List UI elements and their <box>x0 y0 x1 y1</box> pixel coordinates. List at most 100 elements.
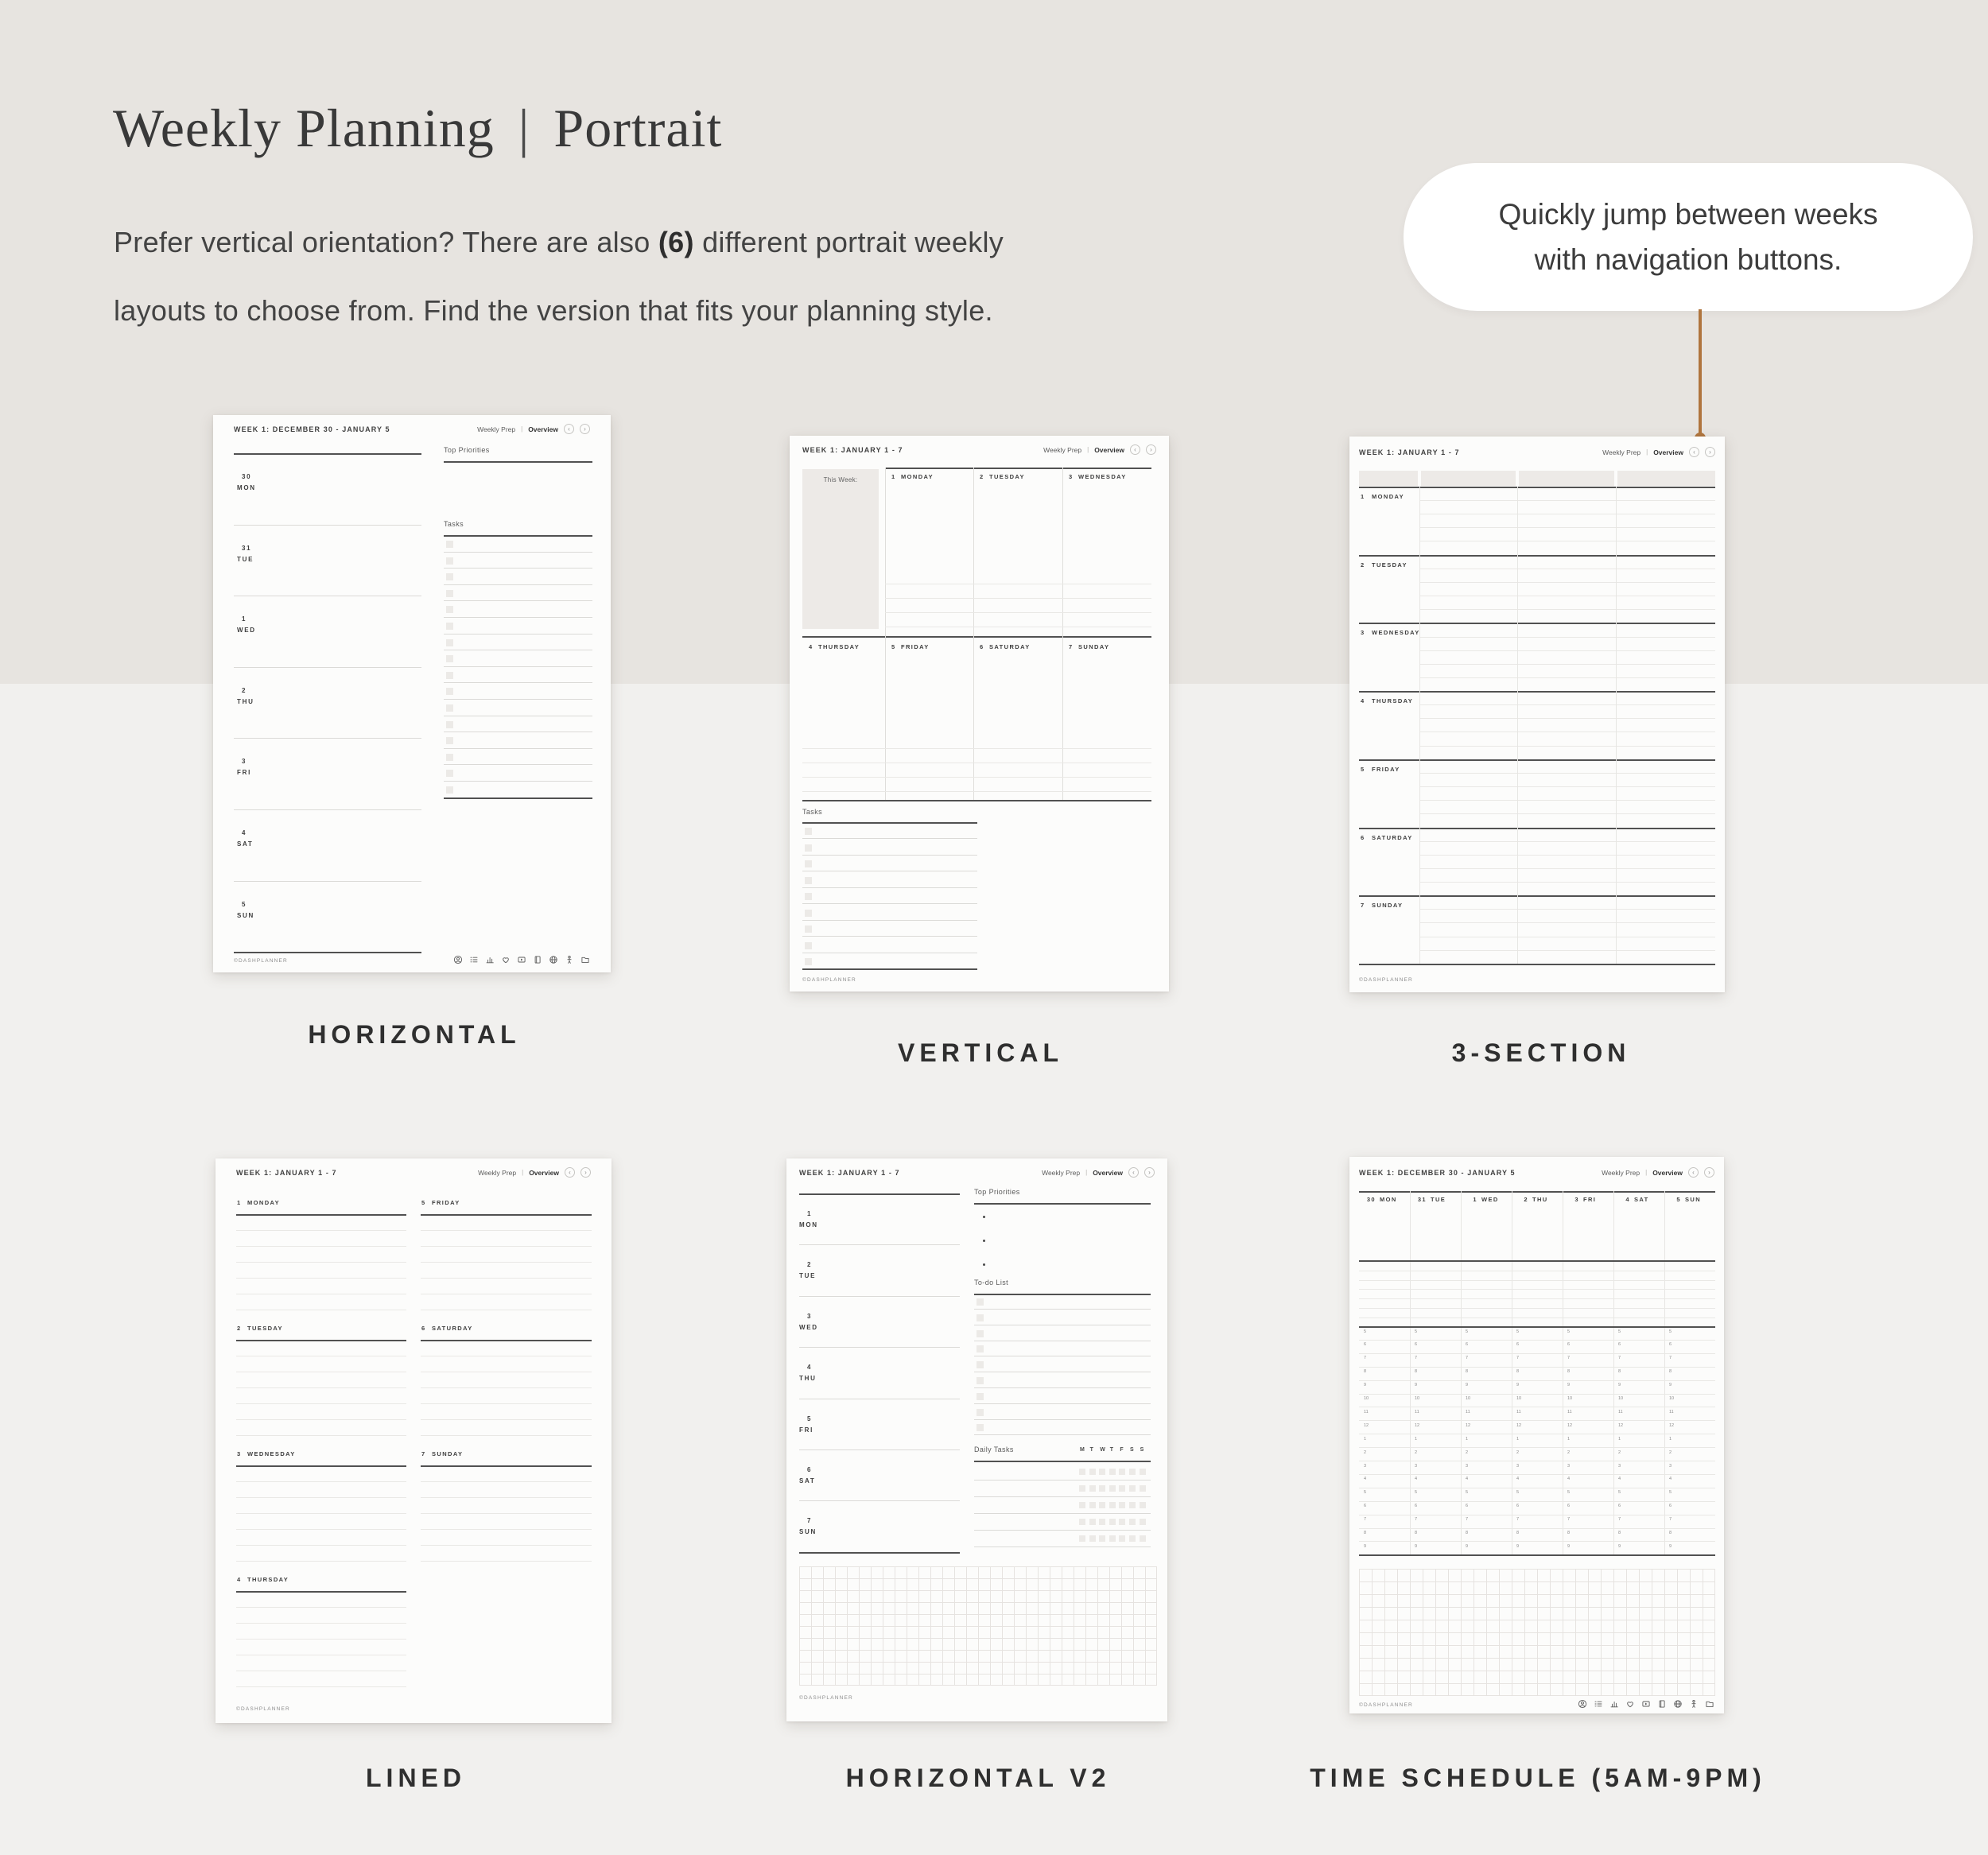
planner-vertical-thumbnail: WEEK 1: JANUARY 1 - 7 Weekly Prep | Overvie… <box>790 436 1169 992</box>
planner-lined-thumbnail: WEEK 1: JANUARY 1 - 7 Weekly Prep | Overvie… <box>215 1158 612 1723</box>
day-number: 30 <box>242 473 252 480</box>
next-week-button[interactable]: › <box>1144 1167 1155 1178</box>
rule-line <box>236 1435 406 1436</box>
checkbox <box>1129 1519 1136 1525</box>
rule-line <box>444 617 592 618</box>
hour-label: 3 <box>1466 1463 1469 1469</box>
planner-nav: Weekly Prep | Overview ‹ › <box>1602 1167 1714 1178</box>
rule-line <box>802 822 977 824</box>
hour-label: 12 <box>1415 1422 1420 1428</box>
prev-week-button[interactable]: ‹ <box>565 1167 575 1178</box>
hour-label: 7 <box>1669 1356 1672 1361</box>
column-divider <box>885 636 886 800</box>
globe-icon <box>549 954 558 964</box>
tab-weekly-prep[interactable]: Weekly Prep <box>1043 445 1082 454</box>
day-number: 2 <box>807 1261 813 1269</box>
day-name: TUESDAY <box>1372 561 1408 569</box>
hour-label: 3 <box>1669 1463 1672 1469</box>
planner-caption-horizontal: HORIZONTAL <box>308 1020 521 1049</box>
bullet-dot <box>983 1216 985 1218</box>
planner-nav: Weekly Prep | Overview ‹ › <box>477 424 590 434</box>
rule-line <box>799 1347 960 1349</box>
tab-overview[interactable]: Overview <box>1653 448 1683 456</box>
tab-weekly-prep[interactable]: Weekly Prep <box>1602 1168 1640 1177</box>
tab-weekly-prep[interactable]: Weekly Prep <box>477 425 516 433</box>
prev-week-button[interactable]: ‹ <box>1688 1167 1699 1178</box>
next-week-button[interactable]: › <box>1705 447 1715 457</box>
day-name: SAT <box>237 840 254 848</box>
day-number: 7 <box>421 1450 426 1457</box>
day-name: WEDNESDAY <box>247 1450 296 1457</box>
rule-line <box>444 535 592 537</box>
figure-icon <box>1689 1698 1699 1708</box>
checkbox <box>1119 1519 1126 1525</box>
hour-label: 10 <box>1466 1396 1471 1401</box>
hour-label: 8 <box>1618 1369 1621 1375</box>
column-divider <box>1062 468 1063 636</box>
next-week-button[interactable]: › <box>580 424 590 434</box>
tab-weekly-prep[interactable]: Weekly Prep <box>1042 1168 1081 1177</box>
prev-week-button[interactable]: ‹ <box>1128 1167 1139 1178</box>
rule-line <box>234 453 421 455</box>
day-initial: T <box>1109 1447 1114 1453</box>
hour-label: 5 <box>1466 1490 1469 1496</box>
prev-week-button[interactable]: ‹ <box>1130 444 1140 455</box>
checkbox <box>1109 1485 1116 1492</box>
rule-line <box>885 612 1151 613</box>
hour-label: 7 <box>1516 1517 1520 1523</box>
day-name: MON <box>1380 1196 1397 1203</box>
checkbox <box>446 655 453 663</box>
planner-caption-time-schedule: TIME SCHEDULE (5AM-9PM) <box>1310 1764 1766 1792</box>
grid-paper <box>799 1566 1157 1686</box>
rule-line <box>421 1387 592 1388</box>
rule-line <box>236 1561 406 1562</box>
day-initial: W <box>1100 1447 1105 1453</box>
rule-line <box>421 1529 592 1530</box>
checkbox <box>977 1329 984 1337</box>
hour-label: 7 <box>1669 1517 1672 1523</box>
rule-line <box>236 1513 406 1514</box>
description-text: Prefer vertical orientation? There are a… <box>114 226 658 258</box>
rule-line <box>974 1403 1151 1404</box>
footer-icons <box>453 954 590 964</box>
hour-label: 4 <box>1415 1477 1418 1482</box>
hour-label: 3 <box>1415 1463 1418 1469</box>
rule-line <box>1419 663 1715 665</box>
checklist-icon <box>1594 1698 1603 1708</box>
hour-label: 12 <box>1364 1422 1369 1428</box>
checkbox <box>805 926 812 933</box>
prev-week-button[interactable]: ‹ <box>564 424 574 434</box>
tab-weekly-prep[interactable]: Weekly Prep <box>478 1168 517 1177</box>
video-icon <box>1641 1698 1651 1708</box>
tasks-label: Tasks <box>802 808 823 816</box>
day-number: 6 <box>807 1466 813 1473</box>
tab-overview[interactable]: Overview <box>1093 1168 1123 1177</box>
column-divider <box>1664 1191 1665 1554</box>
hour-label: 6 <box>1364 1504 1367 1509</box>
tab-weekly-prep[interactable]: Weekly Prep <box>1602 448 1641 456</box>
tab-separator: | <box>1646 448 1648 456</box>
hour-label: 9 <box>1415 1383 1418 1388</box>
rule-line <box>234 524 421 526</box>
tab-overview[interactable]: Overview <box>528 425 558 433</box>
hour-label: 8 <box>1618 1531 1621 1535</box>
rule-line <box>421 1465 592 1467</box>
hour-label: 6 <box>1669 1504 1672 1509</box>
next-week-button[interactable]: › <box>1704 1167 1714 1178</box>
tab-overview[interactable]: Overview <box>1094 445 1124 454</box>
checkbox <box>977 1392 984 1400</box>
tab-overview[interactable]: Overview <box>529 1168 559 1177</box>
next-week-button[interactable]: › <box>1146 444 1156 455</box>
tab-overview[interactable]: Overview <box>1652 1168 1683 1177</box>
day-name: MON <box>799 1221 818 1228</box>
checkbox <box>446 671 453 679</box>
hour-label: 9 <box>1466 1543 1469 1549</box>
rule-line <box>236 1262 406 1263</box>
checkbox <box>1139 1519 1146 1525</box>
prev-week-button[interactable]: ‹ <box>1689 447 1699 457</box>
next-week-button[interactable]: › <box>580 1167 591 1178</box>
checkbox <box>977 1424 984 1432</box>
rule-line <box>234 952 421 954</box>
rule-line <box>802 854 977 856</box>
day-name: FRIDAY <box>901 643 930 650</box>
